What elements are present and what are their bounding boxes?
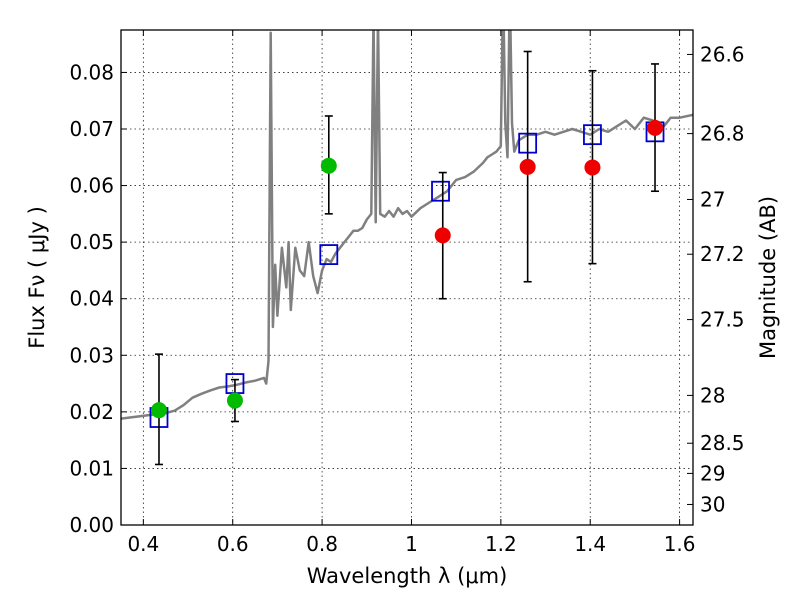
mag-tick-label: 28 bbox=[700, 383, 725, 407]
y-tick-label: 0.06 bbox=[69, 174, 114, 198]
x-tick-label: 0.6 bbox=[217, 532, 249, 556]
x-tick-label: 0.8 bbox=[306, 532, 338, 556]
x-tick-label: 0.4 bbox=[127, 532, 159, 556]
plot-area bbox=[121, 30, 693, 466]
red-point bbox=[647, 119, 664, 136]
x-tick-label: 1.2 bbox=[485, 532, 517, 556]
spectrum-line bbox=[121, 30, 693, 420]
mag-tick-label: 27 bbox=[700, 187, 725, 211]
x-tick-label: 1.4 bbox=[574, 532, 606, 556]
x-axis-label: Wavelength λ (μm) bbox=[307, 564, 508, 588]
mag-tick-label: 30 bbox=[700, 492, 725, 516]
green-point bbox=[320, 157, 337, 174]
model-square-marker bbox=[319, 244, 339, 265]
y-tick-label: 0.04 bbox=[69, 287, 114, 311]
ticks: 0.4 0.6 0.8 1 1.2 1.4 1.6 0.00 0.01 0.02 0.03 0.04 0… bbox=[69, 30, 745, 556]
y2-axis-label: Magnitude (AB) bbox=[756, 196, 780, 359]
y-tick-label: 0.00 bbox=[69, 513, 114, 537]
y-tick-label: 0.08 bbox=[69, 60, 114, 84]
y-axis-label: Flux Fν ( μJy ) bbox=[25, 206, 49, 349]
mag-tick-label: 29 bbox=[700, 461, 725, 485]
y-tick-label: 0.07 bbox=[69, 117, 114, 141]
mag-tick-label: 27.2 bbox=[700, 242, 745, 266]
grid bbox=[121, 30, 693, 525]
mag-tick-label: 26.8 bbox=[700, 122, 745, 146]
red-point bbox=[584, 159, 601, 176]
y-tick-label: 0.03 bbox=[69, 343, 114, 367]
mag-tick-label: 27.5 bbox=[700, 308, 745, 332]
red-point bbox=[519, 158, 536, 175]
plot-frame bbox=[120, 29, 694, 526]
y-tick-label: 0.01 bbox=[69, 456, 114, 480]
y-tick-label: 0.05 bbox=[69, 230, 114, 254]
y-tick-label: 0.02 bbox=[69, 400, 114, 424]
x-tick-label: 1.6 bbox=[664, 532, 696, 556]
mag-tick-label: 26.6 bbox=[700, 42, 745, 66]
green-point bbox=[150, 402, 167, 419]
green-point bbox=[226, 392, 243, 409]
x-tick-label: 1 bbox=[405, 532, 418, 556]
mag-tick-label: 28.5 bbox=[700, 431, 745, 455]
red-point bbox=[434, 227, 451, 244]
model-square-marker bbox=[431, 180, 450, 202]
